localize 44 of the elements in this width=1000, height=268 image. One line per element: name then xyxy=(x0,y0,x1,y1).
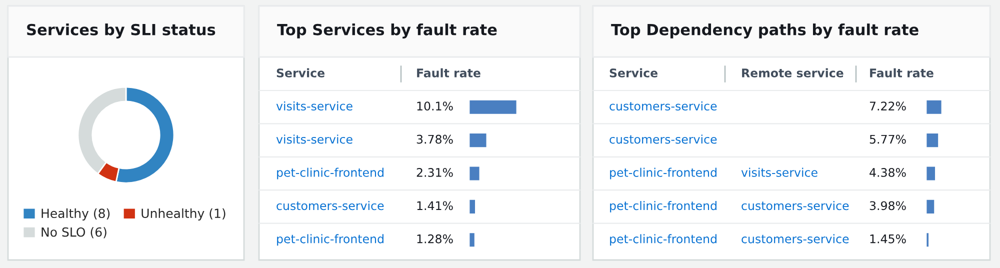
y2-tick-label: visits-service xyxy=(741,168,818,177)
bar xyxy=(926,165,936,182)
data-label: 1.28% xyxy=(417,234,453,244)
data-label: 5.77% xyxy=(870,134,906,144)
y-tick-label: customers-service xyxy=(610,101,717,111)
y-tick-label: pet-clinic-frontend xyxy=(610,168,716,180)
data-label: 1.41% xyxy=(417,201,453,210)
data-label: 10.1% xyxy=(417,102,453,111)
bar xyxy=(926,198,936,215)
y-tick-label: visits-service xyxy=(276,101,352,111)
legend-label: Unhealthy (1) xyxy=(142,208,226,220)
y2-tick-label: customers-service xyxy=(742,234,849,244)
bar xyxy=(469,198,476,215)
bar xyxy=(926,98,943,116)
bar xyxy=(926,132,940,148)
y-tick-label: pet-clinic-frontend xyxy=(277,168,384,180)
legend-label: Healthy (8) xyxy=(42,208,110,220)
chart-title: Top Services by fault rate xyxy=(277,24,497,38)
data-label: 2.31% xyxy=(416,168,453,177)
bar xyxy=(469,98,518,116)
chart-title: Services by SLI status xyxy=(27,24,216,38)
y-tick-label: pet-clinic-frontend xyxy=(610,234,716,246)
y-tick-label: pet-clinic-frontend xyxy=(610,200,716,212)
y-tick-label: pet-clinic-frontend xyxy=(277,234,384,246)
bar xyxy=(469,232,476,248)
bar xyxy=(469,132,488,148)
text: Top Dependency paths by fault rate xyxy=(611,24,918,38)
data-label: 7.22% xyxy=(870,102,906,111)
data-label: 1.45% xyxy=(870,234,906,244)
y-axis-title: Service xyxy=(610,68,658,78)
y2-tick-label: customers-service xyxy=(742,200,849,210)
bar xyxy=(469,165,481,182)
bar xyxy=(926,232,930,248)
y-tick-label: visits-service xyxy=(276,134,352,144)
x-axis-title: Fault rate xyxy=(870,68,934,78)
data-label: 3.78% xyxy=(416,134,453,144)
x-axis-title: Fault rate xyxy=(417,68,480,78)
y-axis-title: Service xyxy=(276,68,325,78)
y-tick-label: customers-service xyxy=(610,134,717,144)
legend-label: No SLO (6) xyxy=(42,227,106,238)
y-tick-label: customers-service xyxy=(276,200,384,210)
data-label: 3.98% xyxy=(870,201,906,210)
y2-axis-title: Remote service xyxy=(742,68,844,78)
data-label: 4.38% xyxy=(870,168,906,177)
